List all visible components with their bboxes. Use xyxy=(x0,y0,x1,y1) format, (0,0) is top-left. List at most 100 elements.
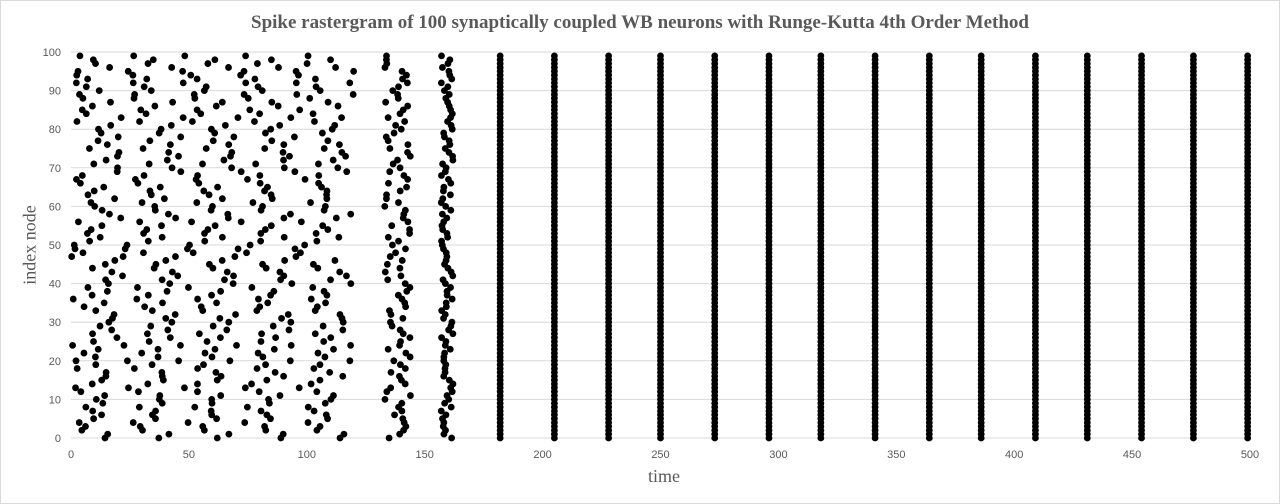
spike-point xyxy=(154,353,162,361)
spike-point xyxy=(90,187,98,195)
spike-point xyxy=(264,299,272,307)
y-tick-labels: 0 10 20 30 40 50 60 70 80 90 100 xyxy=(43,47,61,445)
spike-point xyxy=(268,98,276,106)
spike-point xyxy=(119,253,127,260)
spike-point xyxy=(312,230,320,237)
spike-point xyxy=(211,56,219,64)
spike-point xyxy=(448,318,456,326)
spike-point xyxy=(88,291,96,299)
spike-point xyxy=(211,222,219,230)
spike-point xyxy=(254,349,262,357)
spike-point xyxy=(168,318,176,326)
spike-point xyxy=(87,199,95,206)
spike-point xyxy=(231,253,239,260)
spike-point xyxy=(336,268,344,276)
spike-point xyxy=(392,121,400,129)
spike-point xyxy=(187,71,195,79)
spike-point xyxy=(406,284,414,291)
spike-point xyxy=(96,233,104,241)
spike-point xyxy=(86,237,94,245)
spike-point xyxy=(189,249,197,257)
spike-point xyxy=(152,260,160,268)
spike-point xyxy=(213,434,221,442)
spike-point xyxy=(73,365,81,372)
spike-point xyxy=(438,52,445,60)
spike-point xyxy=(160,195,168,203)
spike-point xyxy=(146,187,154,195)
spike-point xyxy=(244,175,251,183)
spike-point xyxy=(148,361,156,369)
spike-point xyxy=(230,133,238,141)
spike-point xyxy=(143,75,151,83)
spike-point xyxy=(246,241,254,249)
spike-point xyxy=(102,156,110,164)
spike-point xyxy=(871,52,879,60)
spike-point xyxy=(158,276,166,284)
spike-point xyxy=(177,133,185,141)
spike-point xyxy=(262,361,269,369)
spike-point xyxy=(259,260,266,268)
spike-point xyxy=(401,365,409,372)
spike-point xyxy=(142,110,150,118)
spike-point xyxy=(397,125,405,133)
spike-point xyxy=(234,245,242,253)
spike-point xyxy=(205,260,213,268)
spike-point xyxy=(200,361,207,369)
spike-point xyxy=(237,168,245,176)
spike-point xyxy=(188,118,196,125)
spike-point xyxy=(213,415,221,423)
spike-point xyxy=(145,338,153,345)
spike-point xyxy=(765,52,773,60)
spike-point xyxy=(131,175,139,183)
spike-point xyxy=(303,60,311,67)
spike-point xyxy=(72,384,79,392)
spike-point xyxy=(171,311,179,318)
spike-point xyxy=(438,307,446,315)
spike-point xyxy=(394,156,401,164)
spike-point xyxy=(242,79,250,87)
spike-point xyxy=(256,172,264,179)
spike-point xyxy=(208,353,216,361)
spike-point xyxy=(307,199,314,206)
spike-point xyxy=(156,392,164,399)
x-tick-label-350: 350 xyxy=(887,449,905,461)
spike-point xyxy=(324,226,332,233)
spike-point xyxy=(80,303,88,311)
spike-point xyxy=(321,399,329,407)
spike-point xyxy=(339,326,347,334)
spike-point xyxy=(117,114,125,122)
spike-point xyxy=(104,430,112,438)
spike-point xyxy=(158,368,166,376)
spike-point xyxy=(445,137,453,145)
spike-point xyxy=(817,52,825,60)
spike-point xyxy=(399,106,407,114)
spike-point xyxy=(350,67,358,75)
spike-point xyxy=(212,368,220,376)
spike-point xyxy=(496,52,504,60)
spike-point xyxy=(146,137,154,145)
spike-point xyxy=(144,60,152,67)
spike-point xyxy=(311,330,319,338)
spike-point xyxy=(197,303,205,311)
spike-point xyxy=(90,415,98,423)
spike-point xyxy=(214,183,221,191)
spike-point xyxy=(304,52,312,60)
spike-point xyxy=(212,102,220,110)
spike-point xyxy=(279,430,287,438)
spike-point xyxy=(291,133,298,141)
spike-point xyxy=(108,326,116,334)
y-tick-label-70: 70 xyxy=(49,163,61,175)
y-tick-label-40: 40 xyxy=(49,279,61,291)
spike-point xyxy=(331,121,339,129)
spike-point xyxy=(80,349,88,357)
spike-point xyxy=(194,295,201,303)
spike-point xyxy=(292,253,300,260)
spike-point xyxy=(448,434,456,442)
spike-point xyxy=(319,322,327,330)
spike-point xyxy=(270,345,278,353)
spike-point xyxy=(144,291,152,299)
spike-point xyxy=(347,280,355,287)
spike-point xyxy=(100,299,108,307)
spike-point xyxy=(78,172,86,179)
